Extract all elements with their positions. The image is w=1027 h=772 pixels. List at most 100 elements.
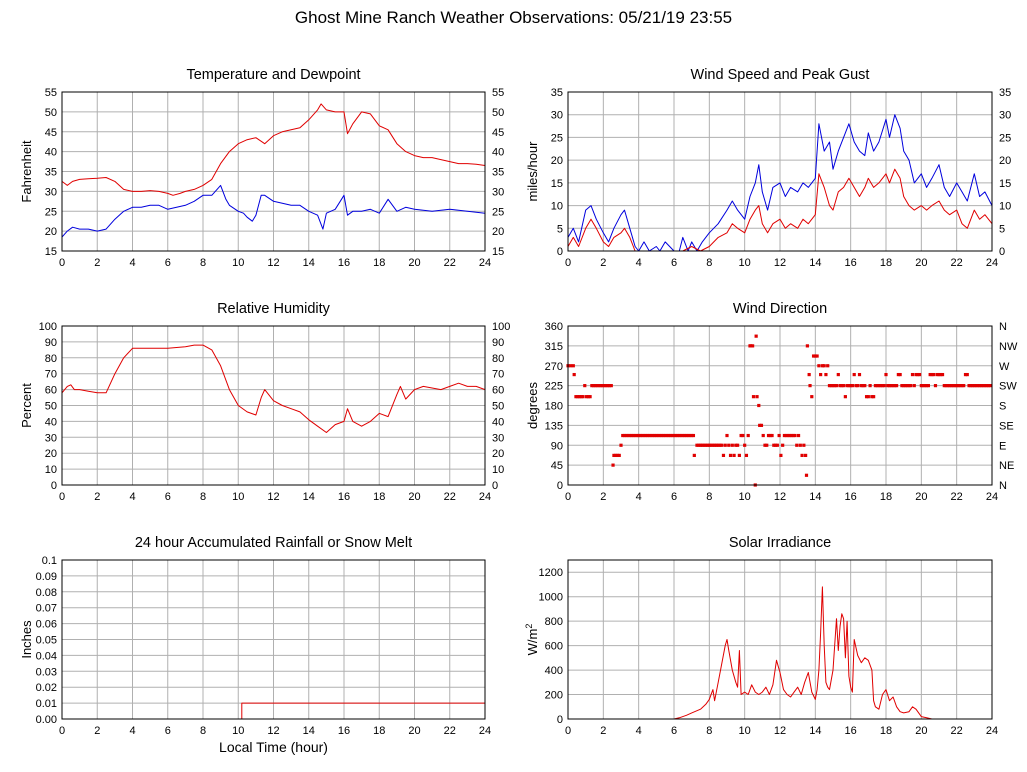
chart-title: Wind Speed and Peak Gust xyxy=(691,67,870,83)
data-point xyxy=(884,372,888,377)
x-tick-label: 12 xyxy=(267,491,279,503)
data-point xyxy=(891,384,895,388)
x-tick-label: 22 xyxy=(444,257,456,269)
x-tick-label: 4 xyxy=(129,491,135,503)
data-point xyxy=(822,364,826,368)
data-point xyxy=(953,384,957,388)
y-tick-label: 5 xyxy=(557,223,563,235)
data-point xyxy=(866,395,870,399)
y-tick-label-right: 15 xyxy=(999,178,1011,190)
x-tick-label: 0 xyxy=(565,725,571,737)
data-point xyxy=(842,384,846,388)
y-tick-label: 50 xyxy=(45,107,57,119)
data-point xyxy=(800,453,804,458)
x-tick-label: 10 xyxy=(232,257,244,269)
data-point xyxy=(763,443,767,447)
y-axis-label: Inches xyxy=(19,620,34,659)
data-point xyxy=(597,384,601,388)
data-point xyxy=(942,384,946,388)
data-point xyxy=(836,372,840,377)
data-point xyxy=(744,453,749,458)
data-point xyxy=(786,433,790,438)
data-point xyxy=(645,433,650,438)
data-point xyxy=(917,372,922,377)
x-tick-label: 18 xyxy=(373,725,385,737)
x-tick-label: 12 xyxy=(267,257,279,269)
data-point xyxy=(925,384,929,388)
x-tick-label: 2 xyxy=(94,491,100,503)
x-tick-label: 24 xyxy=(986,725,998,737)
data-point xyxy=(695,443,699,447)
data-point xyxy=(572,372,576,377)
y-tick-label-right: 15 xyxy=(492,246,504,258)
data-point xyxy=(746,433,750,438)
x-tick-label: 24 xyxy=(479,725,491,737)
x-tick-label: 20 xyxy=(408,257,420,269)
data-point xyxy=(633,433,637,438)
x-tick-label: 4 xyxy=(636,725,642,737)
data-point xyxy=(896,372,900,377)
plot-frame xyxy=(61,325,486,486)
data-point xyxy=(958,384,962,388)
y-tick-label: 1000 xyxy=(539,592,563,604)
y-tick-label: 30 xyxy=(551,110,563,122)
data-point xyxy=(588,395,592,399)
x-tick-label: 12 xyxy=(267,725,279,737)
data-point xyxy=(946,384,950,388)
x-tick-label: 16 xyxy=(338,257,350,269)
data-point xyxy=(683,433,687,438)
data-point xyxy=(916,372,920,377)
data-point xyxy=(889,384,893,388)
data-point xyxy=(736,443,740,447)
data-point xyxy=(811,354,816,358)
data-point xyxy=(758,423,762,427)
data-point xyxy=(651,433,655,438)
y-tick-label-right: 55 xyxy=(492,87,504,99)
data-point xyxy=(847,384,851,388)
y-tick-label: 180 xyxy=(545,401,563,413)
data-point xyxy=(969,384,973,388)
y-tick-label: 360 xyxy=(545,321,563,333)
x-tick-label: 18 xyxy=(373,491,385,503)
y-tick-label: 0.05 xyxy=(36,635,57,647)
plot-frame xyxy=(61,559,486,720)
data-point xyxy=(944,384,948,388)
data-point xyxy=(590,384,594,388)
data-point xyxy=(654,433,658,438)
data-point xyxy=(919,384,923,388)
data-point xyxy=(599,384,603,388)
data-point xyxy=(751,344,755,348)
y-tick-label: 15 xyxy=(551,178,563,190)
data-point xyxy=(949,384,953,388)
data-point xyxy=(935,372,939,377)
data-point xyxy=(606,384,610,388)
data-point xyxy=(810,395,814,399)
data-point xyxy=(981,384,985,388)
y-tick-label-right: 10 xyxy=(999,201,1011,213)
x-tick-label: 8 xyxy=(200,725,206,737)
y-tick-label: 20 xyxy=(551,155,563,167)
y-tick-label: 10 xyxy=(45,464,57,476)
data-point xyxy=(827,384,832,388)
data-point xyxy=(788,433,792,438)
data-point xyxy=(640,433,644,438)
data-point xyxy=(868,384,872,388)
data-point xyxy=(902,384,906,388)
x-tick-label: 12 xyxy=(774,725,786,737)
data-point xyxy=(677,433,681,438)
data-point xyxy=(770,433,774,438)
y-tick-label-right: 40 xyxy=(492,147,504,159)
data-point xyxy=(741,433,745,438)
x-tick-label: 8 xyxy=(200,257,206,269)
x-tick-label: 2 xyxy=(600,491,606,503)
data-point xyxy=(879,384,883,388)
y-tick-label-right: 35 xyxy=(999,87,1011,99)
data-point xyxy=(886,384,890,388)
data-point xyxy=(940,372,945,377)
data-point xyxy=(704,443,708,447)
data-point xyxy=(978,384,982,388)
data-point xyxy=(777,433,781,438)
